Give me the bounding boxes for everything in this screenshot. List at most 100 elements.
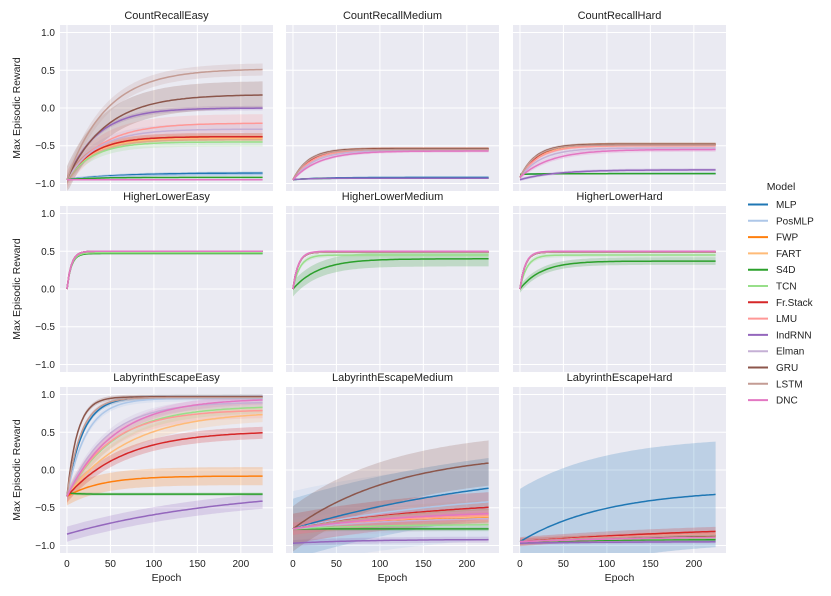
x-tick-label: 200 <box>685 559 702 570</box>
series-line-IndRNN <box>519 169 716 181</box>
y-tick-label: 1.0 <box>41 28 55 39</box>
band-GRU <box>293 440 489 552</box>
series-line-S4D <box>66 491 263 495</box>
band-Fr.Stack <box>67 132 263 184</box>
y-tick-label: 0.5 <box>41 247 55 258</box>
panel-CountRecallHard: CountRecallHard <box>513 10 726 191</box>
legend-item-GRU: GRU <box>748 363 798 374</box>
series-line-LSTM <box>66 396 263 497</box>
series-line-DNC <box>292 150 489 181</box>
y-tick-label: −0.5 <box>35 503 55 514</box>
series-line-PosMLP <box>292 501 489 530</box>
x-tick-label: 0 <box>517 559 523 570</box>
legend-item-Fr.Stack: Fr.Stack <box>748 298 814 309</box>
series-line-IndRNN <box>66 107 263 180</box>
band-LMU <box>67 403 263 504</box>
panel-title: LabyrinthEscapeMedium <box>332 372 453 384</box>
y-tick-label: −1.0 <box>35 360 55 371</box>
series-line-LMU <box>66 409 263 497</box>
band-LMU <box>67 114 263 189</box>
x-tick-label: 100 <box>372 559 389 570</box>
series-line-TCN <box>66 406 263 497</box>
panel-title: LabyrinthEscapeEasy <box>113 372 220 384</box>
band-S4D <box>520 257 716 293</box>
series-line-Elman <box>66 128 263 181</box>
y-axis-label: Max Episodic Reward <box>11 419 23 521</box>
x-tick-label: 50 <box>331 559 343 570</box>
series-line-IndRNN <box>520 541 716 544</box>
x-tick-label: 200 <box>458 559 475 570</box>
series-line-TCN <box>292 254 489 290</box>
legend-label: TCN <box>776 282 797 293</box>
series-line-MLP <box>292 487 489 530</box>
panel-LabyrinthEscapeMedium: LabyrinthEscapeMedium 0 50 100 150 200 Epoch <box>286 372 499 584</box>
y-tick-label: −1.0 <box>35 179 55 190</box>
series-line-TCN <box>66 141 263 181</box>
panel-CountRecallEasy: CountRecallEasy −1.0 −0.5 0.0 0.5 1.0 Max Epis… <box>11 10 273 191</box>
series-line-Elman <box>292 517 489 530</box>
series-line-Elman <box>292 149 489 181</box>
panel-title: LabyrinthEscapeHard <box>567 372 673 384</box>
series-line-FART <box>66 137 263 181</box>
series-line-DNC <box>66 399 263 497</box>
series-line-TCN <box>519 254 716 290</box>
legend-item-FART: FART <box>748 249 801 260</box>
legend-label: IndRNN <box>776 330 812 341</box>
legend-label: FWP <box>776 233 799 244</box>
series-line-Fr.Stack <box>66 432 263 497</box>
series-line-LSTM <box>66 68 263 180</box>
legend-item-PosMLP: PosMLP <box>748 216 814 227</box>
series-line-PosMLP <box>66 173 263 181</box>
legend-item-IndRNN: IndRNN <box>748 330 812 341</box>
panel-title: CountRecallHard <box>578 10 662 22</box>
x-tick-label: 150 <box>415 559 432 570</box>
series-line-LSTM <box>292 508 489 530</box>
y-tick-label: 1.0 <box>41 390 55 401</box>
x-tick-label: 200 <box>232 559 249 570</box>
series-line-DNC <box>519 250 716 290</box>
series-line-Elman <box>66 401 263 497</box>
legend-item-FWP: FWP <box>748 233 799 244</box>
legend-item-S4D: S4D <box>748 265 795 276</box>
series-line-LSTM <box>519 144 716 178</box>
series-line-GRU <box>66 396 263 497</box>
legend-item-LMU: LMU <box>748 314 797 325</box>
band-TCN <box>67 137 263 185</box>
panel-title: HigherLowerMedium <box>342 191 444 203</box>
panel-grid: CountRecallEasy −1.0 −0.5 0.0 0.5 1.0 Max Epis… <box>11 10 726 584</box>
panel-LabyrinthEscapeEasy: LabyrinthEscapeEasy −1.0 −0.5 0.0 0.5 1.0 Max … <box>11 372 273 584</box>
series-line-DNC <box>292 512 489 530</box>
panel-HigherLowerHard: HigherLowerHard <box>513 191 726 372</box>
series-line-GRU <box>66 94 263 181</box>
band-PosMLP <box>293 464 489 553</box>
y-tick-label: 0.0 <box>41 285 55 296</box>
legend-label: Fr.Stack <box>776 298 814 309</box>
legend-label: FART <box>776 249 801 260</box>
panel-title: HigherLowerEasy <box>123 191 210 203</box>
series-line-MLP <box>519 493 716 543</box>
legend: Model MLP PosMLP FWP FART S4D TCN Fr.Stack LMU In… <box>748 181 814 407</box>
series-line-Fr.Stack <box>66 135 263 181</box>
series-line-IndRNN <box>66 500 263 535</box>
series-line-IndRNN <box>292 538 489 544</box>
series-line-TCN <box>292 524 489 530</box>
legend-title: Model <box>767 181 796 193</box>
series-line-DNC <box>66 250 263 290</box>
panel-HigherLowerMedium: HigherLowerMedium <box>286 191 499 372</box>
band-S4D <box>293 251 489 297</box>
series-line-TCN <box>66 252 263 290</box>
y-tick-label: 0.5 <box>41 428 55 439</box>
series-line-S4D <box>292 258 489 290</box>
band-FWP <box>67 132 263 184</box>
x-tick-label: 50 <box>558 559 570 570</box>
series-line-LSTM <box>292 148 489 181</box>
y-tick-label: −1.0 <box>35 541 55 552</box>
panel-title: HigherLowerHard <box>576 191 662 203</box>
series-line-GRU <box>292 462 489 530</box>
legend-item-LSTM: LSTM <box>748 379 803 390</box>
legend-item-Elman: Elman <box>748 347 804 358</box>
x-axis-label: Epoch <box>152 572 182 584</box>
series-line-DNC <box>519 536 716 543</box>
y-axis-label: Max Episodic Reward <box>11 238 23 340</box>
